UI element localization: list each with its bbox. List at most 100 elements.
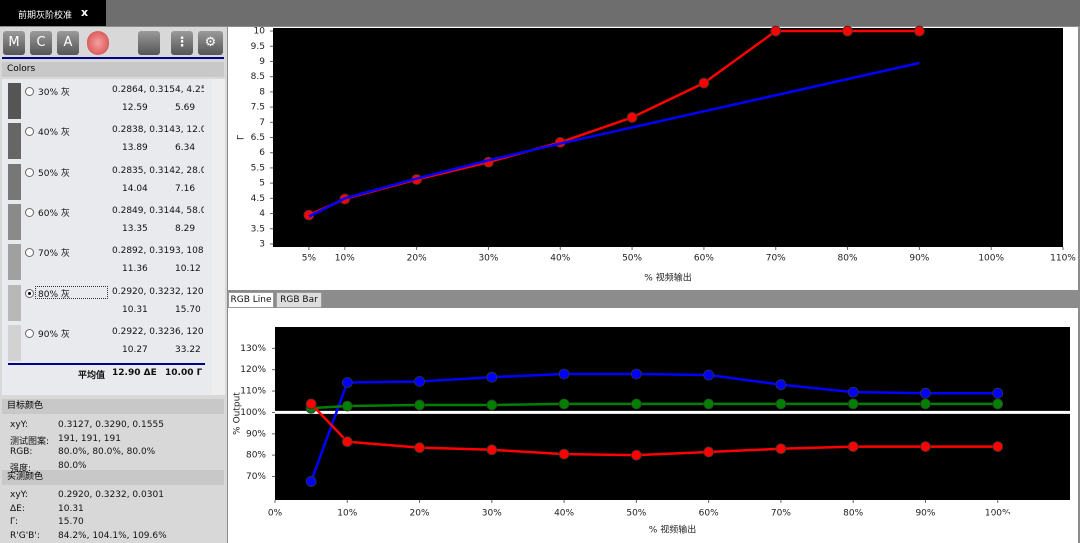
y-tick-label: 120% xyxy=(240,365,266,375)
info-key: R'G'B': xyxy=(10,530,40,541)
radio[interactable] xyxy=(25,207,34,217)
settings-button[interactable]: ⚙ xyxy=(198,31,223,55)
row-gamma: 5.69 xyxy=(175,103,196,113)
watermark: 值 什么值得买 xyxy=(952,513,1041,529)
point xyxy=(630,368,642,380)
info-value: 10.31 xyxy=(58,503,84,514)
y-tick-label: 80% xyxy=(246,451,266,461)
row-de: 12.59 xyxy=(122,103,148,113)
point xyxy=(414,376,425,387)
x-tick-label: 80% xyxy=(843,509,863,519)
x-tick-label: 20% xyxy=(410,509,430,519)
average-label: 平均值 xyxy=(78,371,106,381)
x-tick-label: 10% xyxy=(335,254,355,264)
y-tick-label: 7.5 xyxy=(251,103,265,113)
x-tick-label: 100% xyxy=(978,254,1004,264)
tab-bar xyxy=(0,0,1080,26)
row-gamma: 7.16 xyxy=(175,183,196,194)
x-tick-label: 30% xyxy=(478,254,498,264)
x-tick-label: 30% xyxy=(482,509,502,519)
y-tick-label: 8.5 xyxy=(251,72,265,82)
row-label: 70% 灰 xyxy=(38,249,70,260)
radio[interactable] xyxy=(25,127,34,137)
x-tick-label: 90% xyxy=(915,509,935,519)
toolbar-button[interactable]: M xyxy=(3,31,25,55)
radio[interactable] xyxy=(25,167,34,177)
x-tick-label: 60% xyxy=(694,254,714,264)
point xyxy=(920,387,931,399)
point xyxy=(558,398,570,410)
point xyxy=(992,441,1004,453)
measured-header: 实测颜色 xyxy=(2,470,224,485)
toolbar-divider xyxy=(2,57,224,59)
toolbar-button[interactable]: A xyxy=(57,31,79,55)
scrollbar[interactable] xyxy=(212,79,225,395)
chart-tab[interactable]: RGB Line xyxy=(228,292,274,308)
row-label: 80% 灰 xyxy=(38,289,70,300)
point xyxy=(847,441,859,453)
row-xyy: 0.2920, 0.3232, 120.329 xyxy=(112,286,204,297)
row-de: 13.35 xyxy=(122,223,148,234)
y-tick-label: 10 xyxy=(254,27,266,37)
row-label: 30% 灰 xyxy=(38,88,70,98)
point xyxy=(305,398,317,410)
x-tick-label: 10% xyxy=(337,509,357,519)
row-xyy: 0.2838, 0.3143, 12.0236 xyxy=(112,125,204,136)
y-tick-label: 5 xyxy=(259,179,265,189)
y-tick-label: 9 xyxy=(259,57,265,67)
meter-button[interactable] xyxy=(138,31,160,55)
point xyxy=(775,398,787,410)
toolbar-button[interactable]: C xyxy=(30,31,52,55)
info-value: 80.0%, 80.0%, 80.0% xyxy=(58,447,156,457)
y-axis-label: % Output xyxy=(233,392,243,435)
y-tick-label: 4 xyxy=(259,209,265,219)
y-axis-label: Γ xyxy=(237,135,247,140)
y-tick-label: 3 xyxy=(259,239,265,249)
point xyxy=(341,400,353,412)
x-tick-label: 40% xyxy=(554,509,574,519)
info-key: xyY: xyxy=(10,490,28,500)
delete-button[interactable] xyxy=(87,31,109,55)
point xyxy=(698,77,710,89)
chart-tab[interactable]: RGB Bar xyxy=(276,292,322,308)
row-label: 60% 灰 xyxy=(38,208,70,219)
selection-box xyxy=(35,285,108,299)
info-value: 0.3127, 0.3290, 0.1555 xyxy=(58,420,164,430)
row-gamma: 6.34 xyxy=(175,143,196,154)
point xyxy=(486,399,498,411)
point xyxy=(842,25,853,37)
point xyxy=(992,387,1004,399)
row-gamma: 33.22 xyxy=(175,344,201,355)
point xyxy=(913,25,925,37)
point xyxy=(414,442,425,454)
radio[interactable] xyxy=(25,248,34,258)
y-tick-label: 9.5 xyxy=(251,42,265,52)
point xyxy=(414,399,425,411)
gray-swatch xyxy=(8,244,21,281)
series-line xyxy=(308,61,920,218)
y-tick-label: 5.5 xyxy=(251,163,265,173)
row-gamma: 10.12 xyxy=(175,264,201,275)
point xyxy=(920,398,931,410)
radio[interactable] xyxy=(25,87,34,96)
x-axis-label: % 视频输出 xyxy=(644,272,691,284)
info-value: 80.0% xyxy=(58,460,87,471)
x-tick-label: 70% xyxy=(771,509,791,519)
row-xyy: 0.2849, 0.3144, 58.0356 xyxy=(112,205,204,216)
tab[interactable] xyxy=(0,0,106,26)
gray-swatch xyxy=(8,83,21,119)
info-value: 15.70 xyxy=(58,517,84,527)
row-de: 11.36 xyxy=(122,264,148,275)
menu-button[interactable]: ⋮ xyxy=(171,31,193,55)
x-tick-label: 110% xyxy=(1050,254,1076,264)
info-key: 强度: xyxy=(10,463,32,474)
point xyxy=(775,443,787,455)
x-tick-label: 0% xyxy=(268,509,283,519)
info-key: Γ: xyxy=(10,517,19,527)
x-tick-label: 60% xyxy=(699,509,719,519)
radio[interactable] xyxy=(25,328,34,338)
gray-swatch xyxy=(8,163,21,200)
tab-close[interactable]: x xyxy=(81,6,89,19)
y-tick-label: 110% xyxy=(240,387,266,397)
